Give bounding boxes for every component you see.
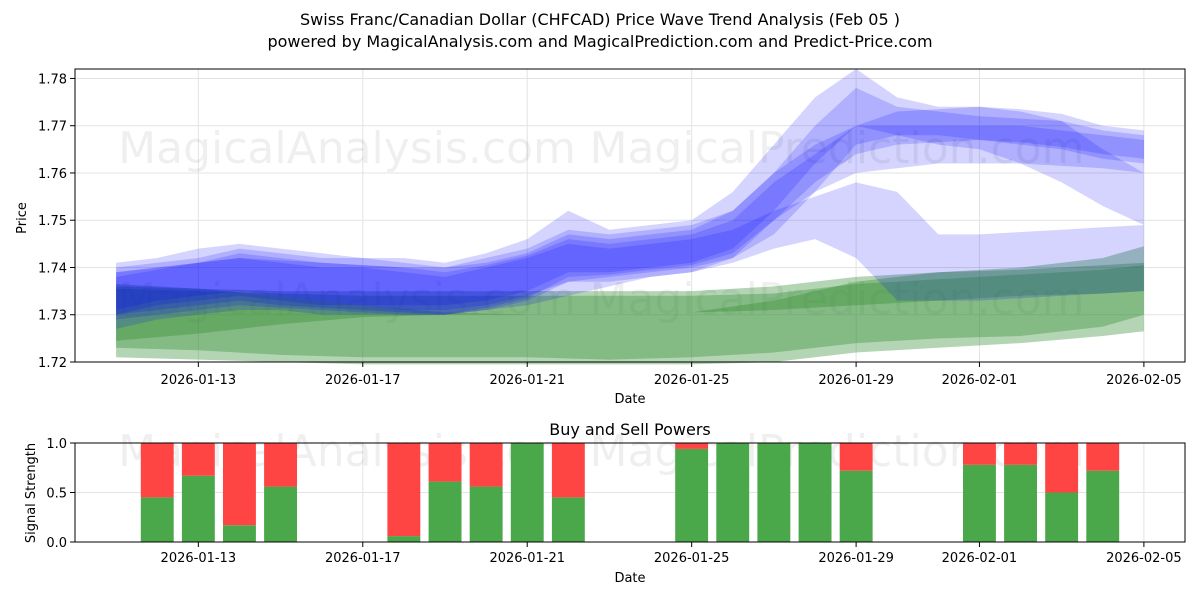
green-trend-wave-band: [116, 262, 1144, 360]
buy-power-bar: [181, 475, 215, 542]
signal-y-tick-label: 0.0: [46, 536, 67, 551]
watermark-text: MagicalPrediction.com: [590, 274, 1085, 325]
buy-power-bar: [1004, 464, 1037, 542]
signal-y-label: Signal Strength: [24, 443, 39, 543]
price-y-tick-label: 1.74: [38, 261, 67, 276]
buy-power-bar: [264, 486, 297, 542]
signal-panel: Buy and Sell Powers MagicalAnalysis.com M…: [24, 420, 1186, 586]
signal-x-tick-label: 2026-01-29: [818, 551, 894, 566]
signal-x-tick-label: 2026-01-17: [325, 551, 401, 566]
price-x-tick-label: 2026-01-25: [654, 373, 730, 388]
price-x-tick-label: 2026-02-05: [1106, 373, 1182, 388]
blue-price-wave-band: [116, 69, 1144, 310]
blue-price-wave-band: [116, 182, 1144, 329]
buy-power-bar: [1086, 470, 1120, 542]
price-x-ticks: 2026-01-13 2026-01-17 2026-01-21 2026-01-25…: [161, 362, 1182, 388]
price-y-label: Price: [15, 202, 30, 234]
watermark-text: MagicalPrediction.com: [590, 123, 1085, 174]
buy-power-bar: [428, 481, 462, 542]
watermark-text: MagicalPrediction.com: [590, 426, 1085, 477]
watermark-text: MagicalAnalysis.com: [118, 274, 576, 325]
price-y-tick-label: 1.77: [38, 120, 67, 135]
buy-power-bar: [798, 443, 832, 542]
price-y-ticks: 1.72 1.73 1.74 1.75 1.76 1.77 1.78: [38, 72, 75, 371]
price-y-tick-label: 1.76: [38, 167, 67, 182]
signal-x-tick-label: 2026-01-21: [489, 551, 565, 566]
buy-power-bar: [1045, 492, 1079, 542]
price-y-tick-label: 1.72: [38, 356, 67, 371]
price-panel: MagicalAnalysis.com MagicalPrediction.com…: [15, 68, 1186, 407]
price-y-tick-label: 1.78: [38, 72, 67, 87]
sell-power-bar: [675, 443, 709, 449]
blue-price-wave-band: [116, 87, 1144, 315]
buy-power-bar: [963, 464, 996, 542]
price-grid: [75, 69, 1185, 363]
buy-power-bar: [716, 443, 750, 542]
price-x-label: Date: [614, 392, 645, 407]
price-bands: [116, 69, 1144, 365]
sell-power-bar: [963, 443, 996, 465]
signal-title: Buy and Sell Powers: [549, 420, 711, 439]
signal-y-tick-label: 1.0: [46, 437, 67, 452]
sell-power-bar: [1004, 443, 1037, 465]
signal-watermarks: MagicalAnalysis.com MagicalPrediction.com: [118, 426, 1084, 477]
sell-power-bar: [1045, 443, 1079, 493]
signal-x-tick-label: 2026-01-13: [161, 551, 237, 566]
green-trend-wave-band: [116, 246, 1144, 341]
chart-title: Swiss Franc/Canadian Dollar (CHFCAD) Pri…: [300, 10, 900, 29]
price-watermarks: MagicalAnalysis.com MagicalPrediction.com…: [118, 123, 1084, 325]
sell-power-bar: [264, 443, 297, 487]
buy-power-bar: [551, 497, 585, 542]
buy-power-bar: [469, 486, 503, 542]
sell-power-bar: [181, 443, 215, 476]
price-frame: [74, 68, 1186, 363]
sell-power-bar: [839, 443, 873, 471]
price-y-tick-label: 1.75: [38, 214, 67, 229]
blue-price-wave-band: [116, 106, 1144, 315]
buy-power-bar: [140, 497, 174, 542]
signal-x-tick-label: 2026-02-01: [942, 551, 1018, 566]
sell-power-bar: [140, 443, 174, 498]
signal-x-tick-label: 2026-01-25: [654, 551, 730, 566]
price-x-tick-label: 2026-01-29: [818, 373, 894, 388]
buy-power-bar: [757, 443, 791, 542]
buy-power-bar: [675, 448, 709, 542]
signal-x-tick-label: 2026-02-05: [1106, 551, 1182, 566]
signal-x-ticks: 2026-01-13 2026-01-17 2026-01-21 2026-01-25…: [161, 542, 1182, 566]
sell-power-bar: [551, 443, 585, 498]
price-x-tick-label: 2026-01-21: [489, 373, 565, 388]
buy-power-bar: [223, 525, 256, 542]
sell-power-bar: [223, 443, 256, 526]
price-x-tick-label: 2026-01-17: [325, 373, 401, 388]
signal-y-tick-label: 0.5: [46, 487, 67, 502]
signal-y-ticks: 0.0 0.5 1.0: [46, 437, 75, 551]
sell-power-bar: [469, 443, 503, 487]
buy-power-bar: [510, 443, 544, 542]
watermark-text: MagicalAnalysis.com: [118, 123, 576, 174]
green-trend-wave-band: [116, 265, 1144, 365]
blue-price-wave-band: [116, 125, 1144, 320]
price-x-tick-label: 2026-02-01: [942, 373, 1018, 388]
buy-power-bar: [387, 536, 421, 542]
price-y-tick-label: 1.73: [38, 309, 67, 324]
sell-power-bar: [428, 443, 462, 482]
buy-power-bar: [839, 470, 873, 542]
sell-power-bar: [387, 443, 421, 537]
price-x-tick-label: 2026-01-13: [161, 373, 237, 388]
signal-x-label: Date: [614, 571, 645, 586]
chart-subtitle: powered by MagicalAnalysis.com and Magic…: [267, 32, 932, 51]
sell-power-bar: [1086, 443, 1120, 471]
signal-bars: [140, 443, 1120, 542]
